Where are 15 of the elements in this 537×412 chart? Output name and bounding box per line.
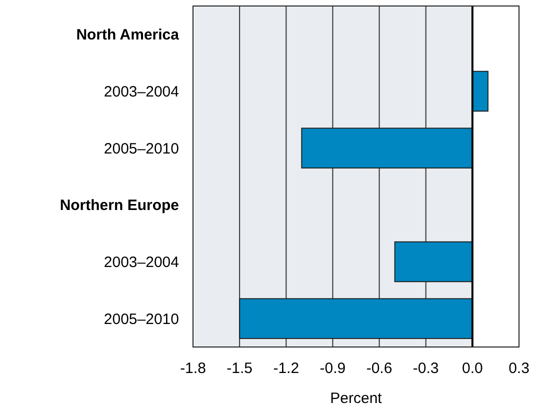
y-tick-label: North America <box>76 26 180 44</box>
x-axis-title: Percent <box>330 390 383 407</box>
y-tick-label: 2005–2010 <box>104 140 179 158</box>
y-tick-label: 2003–2004 <box>104 84 179 100</box>
x-tick-label: -1.2 <box>273 360 300 377</box>
x-tick-label: -0.3 <box>412 360 439 377</box>
x-tick-label: -0.6 <box>366 360 392 377</box>
y-tick-label: Northern Europe <box>60 197 179 214</box>
x-tick-label: -0.9 <box>320 360 346 377</box>
x-tick-label: 0.0 <box>462 360 483 377</box>
x-tick-label: -1.8 <box>180 360 206 377</box>
y-tick-label: 2005–2010 <box>104 310 179 328</box>
x-tick-label: -1.5 <box>226 360 252 377</box>
y-tick-label: 2003–2004 <box>104 254 179 271</box>
x-tick-label: 0.3 <box>508 360 530 377</box>
